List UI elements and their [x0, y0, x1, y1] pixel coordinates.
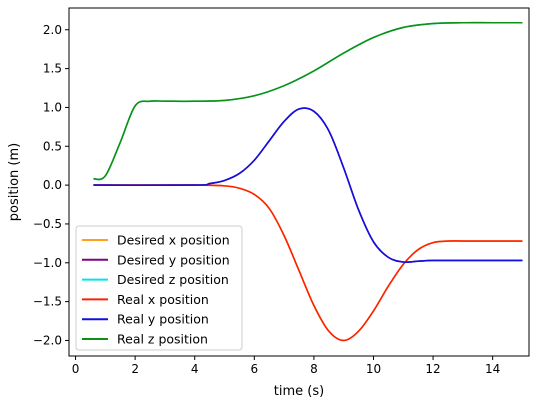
y-tick-label: 1.0 — [43, 100, 62, 114]
y-tick-label: 2.0 — [43, 23, 62, 37]
x-tick-label: 4 — [191, 362, 199, 376]
y-tick-label: 0.0 — [43, 178, 62, 192]
y-tick-label: −1.0 — [33, 256, 62, 270]
plot-area-frame — [68, 7, 530, 357]
legend-label-real-y-position: Real y position — [117, 312, 209, 327]
legend-label-desired-x-position: Desired x position — [117, 233, 230, 248]
x-tick-label: 2 — [131, 362, 139, 376]
y-tick-label: −2.0 — [33, 333, 62, 347]
x-axis-label: time (s) — [274, 384, 324, 399]
y-tick-label: −0.5 — [33, 217, 62, 231]
x-tick-label: 10 — [366, 362, 381, 376]
series-line-real-z-position — [93, 21, 523, 181]
x-tick-label: 8 — [310, 362, 318, 376]
legend-label-real-z-position: Real z position — [117, 332, 208, 347]
x-tick-label: 0 — [72, 362, 80, 376]
x-axis-ticks: 0 2 4 6 8 10 12 14 — [72, 356, 500, 376]
y-tick-label: 1.5 — [43, 62, 62, 76]
legend-label-desired-y-position: Desired y position — [117, 252, 230, 267]
legend-label-desired-z-position: Desired z position — [117, 272, 229, 287]
y-tick-label: 0.5 — [43, 139, 62, 153]
y-tick-label: −1.5 — [33, 295, 62, 309]
y-axis-label: position (m) — [7, 143, 22, 221]
legend-frame — [75, 225, 243, 351]
series-layer — [93, 21, 523, 342]
x-tick-label: 6 — [250, 362, 258, 376]
x-tick-label: 12 — [425, 362, 440, 376]
x-tick-label: 14 — [485, 362, 500, 376]
legend: Desired x position Desired y position Desi… — [75, 225, 243, 351]
series-line-real-y-position — [93, 107, 523, 263]
y-axis-ticks: −2.0 −1.5 −1.0 −0.5 0.0 0.5 1.0 1.5 2.0 — [33, 23, 69, 347]
legend-label-real-x-position: Real x position — [117, 292, 209, 307]
series-line-real-x-position — [93, 184, 523, 342]
